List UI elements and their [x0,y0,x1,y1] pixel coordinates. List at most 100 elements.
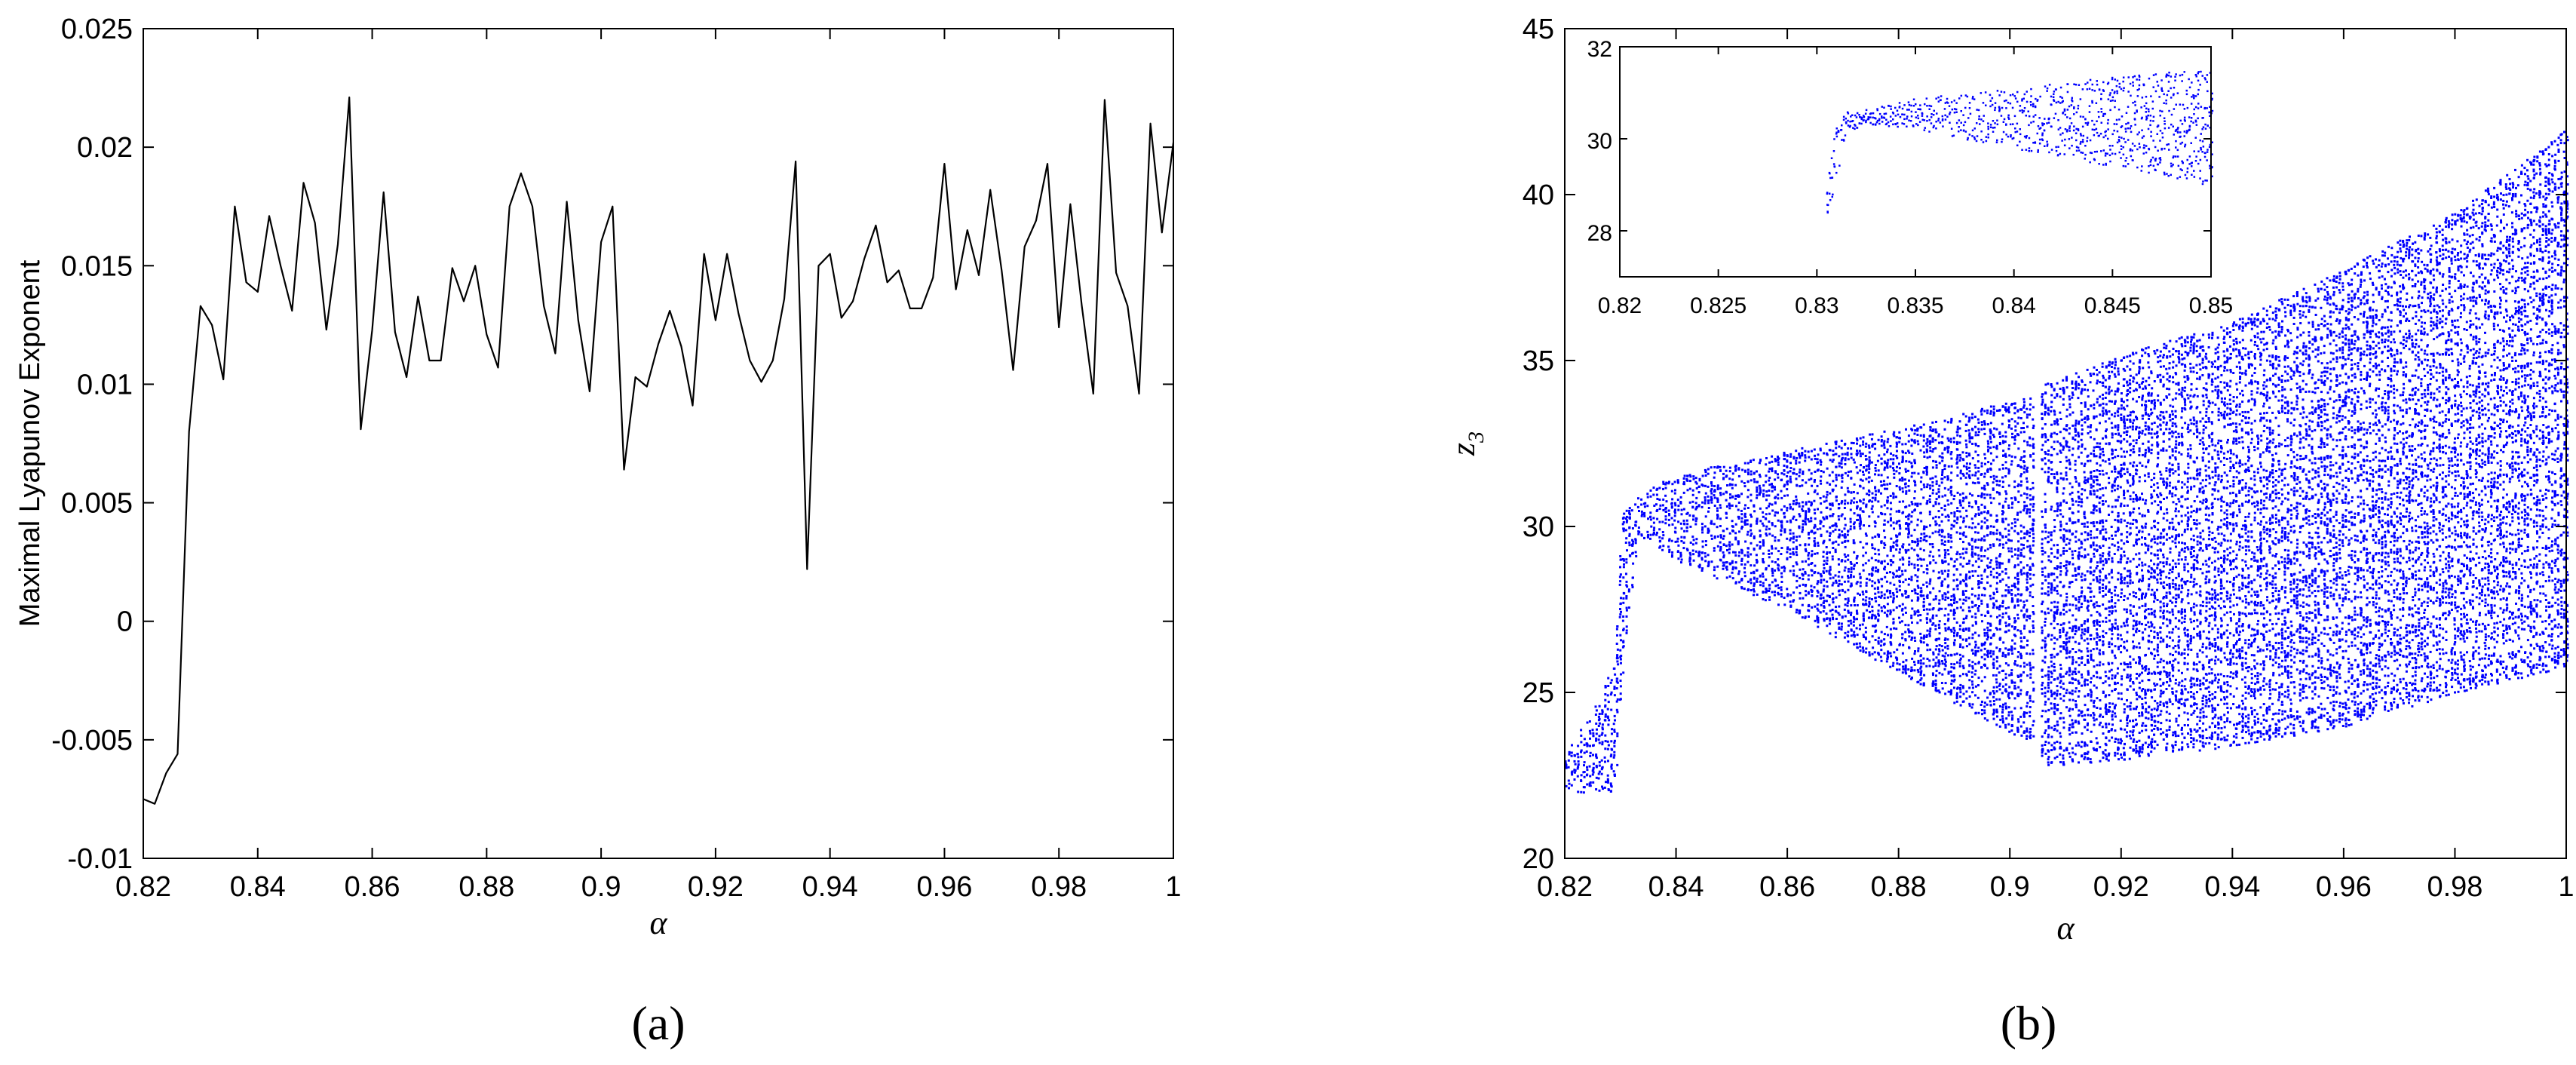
bifurcation-point [1992,695,1995,698]
bifurcation-point [1844,493,1847,496]
bifurcation-point [1955,441,1958,443]
bifurcation-point [1964,415,1967,418]
bifurcation-point [1970,675,1973,678]
bifurcation-point [1801,447,1804,450]
bifurcation-point [1971,457,1974,460]
bifurcation-point [2044,500,2047,503]
bifurcation-point [1692,539,1695,542]
bifurcation-point [1780,593,1783,595]
bifurcation-point [1868,447,1871,450]
bifurcation-point [1989,410,1992,413]
bifurcation-point [1874,617,1877,620]
bifurcation-point [2010,497,2013,500]
bifurcation-point [2026,574,2029,577]
bifurcation-point [2023,440,2026,443]
bifurcation-point [1844,536,1847,539]
bifurcation-point [1722,472,1725,475]
bifurcation-point [1743,554,1746,557]
bifurcation-point [1877,640,1880,643]
bifurcation-point [1967,606,1970,609]
bifurcation-point [1796,579,1799,582]
bifurcation-point [1967,671,1970,673]
bifurcation-point [1995,475,1998,478]
bifurcation-point [1868,651,1871,654]
bifurcation-point [1868,579,1871,582]
bifurcation-point [2007,484,2010,487]
bifurcation-point [1955,448,1958,451]
bifurcation-point [2053,396,2056,399]
bifurcation-point [1937,434,1940,437]
bifurcation-point [1880,462,1883,465]
bifurcation-point [1980,548,1983,551]
bifurcation-point [1929,501,1931,504]
bifurcation-point [1925,450,1928,453]
bifurcation-point [1835,443,1838,446]
bifurcation-point [1667,509,1670,512]
bifurcation-point [1831,490,1834,493]
bifurcation-point [2004,662,2007,664]
bifurcation-point [1795,502,1798,505]
bifurcation-point [1947,613,1950,616]
bifurcation-point [1795,459,1798,462]
bifurcation-point [1968,695,1971,698]
bifurcation-point [1713,476,1716,479]
bifurcation-point [1686,523,1689,526]
bifurcation-point [1643,537,1645,539]
bifurcation-point [1941,584,1943,587]
bifurcation-point [1831,598,1834,601]
bifurcation-point [1871,544,1874,547]
bifurcation-point [1888,592,1891,594]
bifurcation-point [1905,611,1907,614]
bifurcation-point [1604,685,1607,687]
bifurcation-point [2044,508,2047,511]
bifurcation-point [1853,526,1856,529]
bifurcation-point [1895,454,1898,457]
bifurcation-point [1814,571,1817,573]
bifurcation-point [2029,408,2032,411]
bifurcation-point [1980,423,1983,426]
bifurcation-point [1986,445,1989,448]
bifurcation-point [1889,513,1892,516]
bifurcation-point [1844,566,1847,569]
bifurcation-point [1976,574,1980,577]
bifurcation-point [1919,683,1922,686]
bifurcation-point [1937,609,1940,612]
bifurcation-point [1986,719,1989,722]
bifurcation-point [2050,702,2053,705]
bifurcation-point [1901,652,1904,655]
bifurcation-point [1970,554,1973,557]
bifurcation-point [1625,609,1628,612]
bifurcation-point [1750,499,1753,502]
bifurcation-point [2013,606,2016,609]
bifurcation-point [1871,613,1874,616]
bifurcation-point [2007,468,2010,471]
bifurcation-point [1880,444,1883,447]
bifurcation-point [2032,627,2035,630]
bifurcation-point [1771,569,1774,572]
bifurcation-point [1689,525,1692,528]
bifurcation-point [1843,540,1846,543]
bifurcation-point [1580,741,1583,744]
bifurcation-point [1570,754,1573,757]
bifurcation-point [1625,558,1628,561]
bifurcation-point [1881,609,1883,612]
bifurcation-point [2041,751,2044,754]
bifurcation-point [1756,522,1759,525]
bifurcation-point [1847,458,1850,461]
bifurcation-point [1625,520,1628,523]
bifurcation-point [1798,471,1801,474]
bifurcation-point [1583,761,1586,764]
bifurcation-point [2022,721,2026,724]
bifurcation-point [1944,652,1947,655]
bifurcation-point [1974,513,1977,516]
bifurcation-point [1950,683,1953,685]
bifurcation-point [1923,532,1926,535]
bifurcation-point [1928,443,1931,445]
bifurcation-point [1722,551,1725,554]
bifurcation-point [2001,422,2004,425]
bifurcation-point [1811,529,1813,532]
bifurcation-point [1934,638,1937,641]
bifurcation-point [2004,589,2007,592]
bifurcation-point [1843,636,1846,639]
